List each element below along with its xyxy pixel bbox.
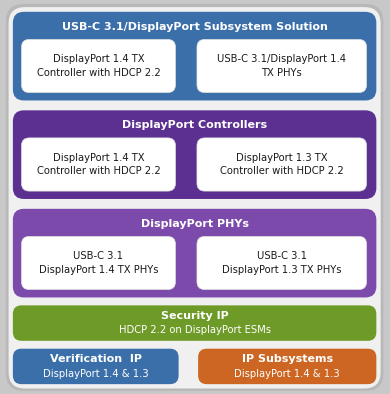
FancyBboxPatch shape: [13, 110, 376, 199]
FancyBboxPatch shape: [198, 349, 376, 384]
Text: HDCP 2.2 on DisplayPort ESMs: HDCP 2.2 on DisplayPort ESMs: [119, 325, 271, 335]
FancyBboxPatch shape: [13, 12, 376, 100]
FancyBboxPatch shape: [9, 7, 381, 388]
Text: DisplayPort 1.3 TX
Controller with HDCP 2.2: DisplayPort 1.3 TX Controller with HDCP …: [220, 153, 344, 176]
Text: USB-C 3.1
DisplayPort 1.3 TX PHYs: USB-C 3.1 DisplayPort 1.3 TX PHYs: [222, 251, 342, 275]
Text: DisplayPort 1.4 TX
Controller with HDCP 2.2: DisplayPort 1.4 TX Controller with HDCP …: [37, 153, 160, 176]
FancyBboxPatch shape: [13, 209, 376, 297]
FancyBboxPatch shape: [197, 39, 367, 93]
Text: DisplayPort PHYs: DisplayPort PHYs: [141, 219, 248, 229]
FancyBboxPatch shape: [13, 349, 179, 384]
Text: DisplayPort Controllers: DisplayPort Controllers: [122, 120, 267, 130]
Text: USB-C 3.1
DisplayPort 1.4 TX PHYs: USB-C 3.1 DisplayPort 1.4 TX PHYs: [39, 251, 158, 275]
FancyBboxPatch shape: [6, 4, 383, 391]
Text: USB-C 3.1/DisplayPort 1.4
TX PHYs: USB-C 3.1/DisplayPort 1.4 TX PHYs: [217, 54, 346, 78]
FancyBboxPatch shape: [21, 236, 176, 290]
Text: DisplayPort 1.4 & 1.3: DisplayPort 1.4 & 1.3: [234, 368, 340, 379]
Text: Security IP: Security IP: [161, 311, 229, 321]
Text: DisplayPort 1.4 TX
Controller with HDCP 2.2: DisplayPort 1.4 TX Controller with HDCP …: [37, 54, 160, 78]
FancyBboxPatch shape: [21, 138, 176, 191]
FancyBboxPatch shape: [197, 236, 367, 290]
Text: IP Subsystems: IP Subsystems: [242, 354, 333, 364]
FancyBboxPatch shape: [21, 39, 176, 93]
Text: DisplayPort 1.4 & 1.3: DisplayPort 1.4 & 1.3: [43, 368, 149, 379]
Text: USB-C 3.1/DisplayPort Subsystem Solution: USB-C 3.1/DisplayPort Subsystem Solution: [62, 22, 328, 32]
FancyBboxPatch shape: [13, 305, 376, 341]
Text: Verification  IP: Verification IP: [50, 354, 142, 364]
FancyBboxPatch shape: [197, 138, 367, 191]
